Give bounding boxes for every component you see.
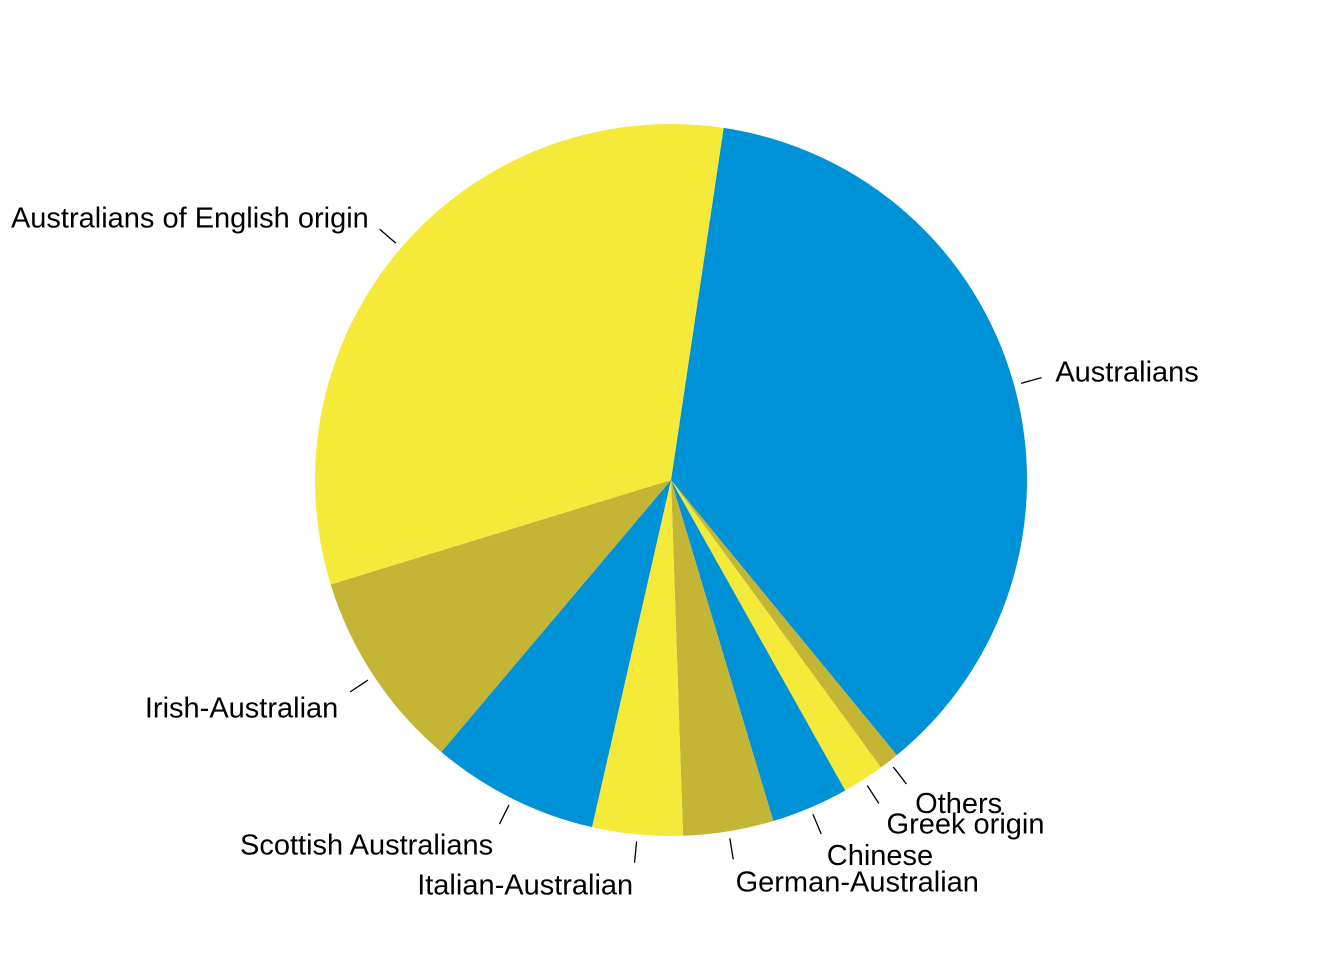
slice-label-others: Others <box>915 788 1002 820</box>
pie-slice-others <box>671 480 897 768</box>
slice-label-italian-australian: Italian-Australian <box>417 870 633 902</box>
label-tick-irish-australian <box>349 679 369 693</box>
pie-slice-australians <box>671 127 1028 756</box>
label-tick-greek-origin <box>866 785 880 804</box>
pie-slice-german-australian <box>671 480 774 836</box>
label-tick-australians <box>1020 377 1042 384</box>
label-tick-australians-of-english-origin <box>379 228 397 244</box>
pie-slice-irish-australian <box>330 480 671 752</box>
pie-slice-italian-australian <box>592 480 684 836</box>
pie-slices <box>314 124 1028 836</box>
label-ticks <box>349 228 1042 863</box>
label-tick-others <box>892 766 907 785</box>
pie-slice-chinese <box>671 480 846 821</box>
pie-slice-scottish-australians <box>441 480 671 828</box>
label-tick-italian-australian <box>633 841 638 863</box>
slice-label-australians: Australians <box>1055 357 1198 389</box>
pie-slice-australians-of-english-origin <box>314 124 724 585</box>
slice-label-scottish-australians: Scottish Australians <box>240 830 493 862</box>
slice-label-australians-of-english-origin: Australians of English origin <box>11 203 369 235</box>
slice-label-greek-origin: Greek origin <box>887 808 1045 840</box>
label-tick-scottish-australians <box>498 804 510 825</box>
label-tick-chinese <box>812 813 822 835</box>
slice-label-irish-australian: Irish-Australian <box>145 693 338 725</box>
pie-slice-greek-origin <box>671 480 881 791</box>
slice-label-chinese: Chinese <box>827 840 933 872</box>
slice-label-german-australian: German-Australian <box>736 866 979 898</box>
label-tick-german-australian <box>729 838 734 860</box>
